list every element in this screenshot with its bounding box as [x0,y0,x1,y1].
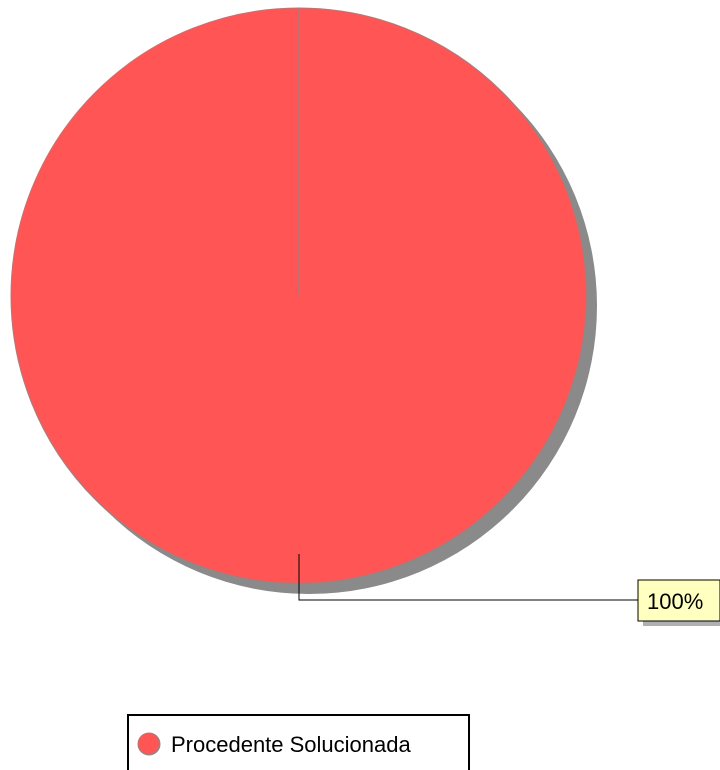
legend-label-procedente-solucionada: Procedente Solucionada [171,732,411,757]
data-label-value: 100% [647,589,703,614]
legend-swatch-procedente-solucionada [138,733,160,755]
